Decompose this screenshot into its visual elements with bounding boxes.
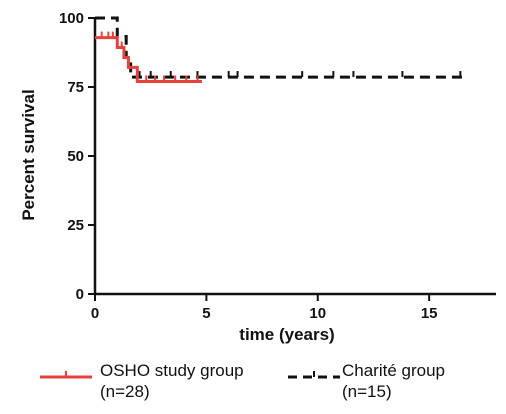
legend-label-osho: OSHO study group xyxy=(100,361,244,380)
x-axis-title: time (years) xyxy=(239,325,334,344)
series-line-charite xyxy=(95,16,463,79)
legend-charite: Charité group (n=15) xyxy=(286,361,496,410)
x-tick-label: 0 xyxy=(91,305,99,322)
legend-count-charite: (n=15) xyxy=(342,382,392,401)
series-layer xyxy=(95,16,463,83)
legend-label-charite: Charité group xyxy=(342,361,446,380)
x-tick-label: 15 xyxy=(421,305,438,322)
y-tick-label: 25 xyxy=(67,217,84,234)
y-axis-title: Percent survival xyxy=(19,89,38,220)
legend-count-osho: (n=28) xyxy=(100,382,150,401)
y-tick-label: 0 xyxy=(76,286,84,303)
y-tick-label: 75 xyxy=(67,79,84,96)
axes: 0 25 50 75 100 0 5 10 15 xyxy=(59,10,496,322)
legend-swatch-osho xyxy=(40,371,92,379)
y-tick-label: 50 xyxy=(67,148,84,165)
x-tick-label: 5 xyxy=(202,305,210,322)
legend-osho: OSHO study group (n=28) xyxy=(38,361,278,410)
y-tick-label: 100 xyxy=(59,10,84,27)
series-line-osho xyxy=(95,36,202,83)
legend-swatch-charite xyxy=(288,371,340,379)
x-tick-label: 10 xyxy=(309,305,326,322)
